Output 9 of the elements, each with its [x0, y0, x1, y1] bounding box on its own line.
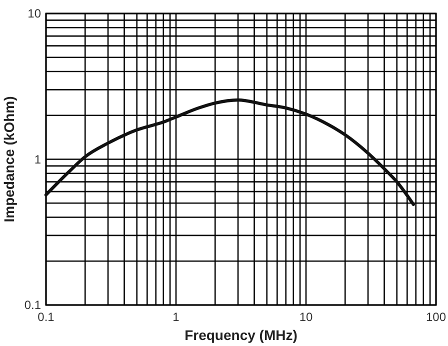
x-axis-title: Frequency (MHz)	[184, 327, 298, 343]
y-tick-label: 10	[28, 6, 42, 20]
x-tick-label: 100	[426, 310, 446, 324]
y-axis-title: Impedance (kOhm)	[1, 96, 17, 222]
y-tick-label: 1	[34, 152, 42, 166]
x-tick-label: 10	[299, 310, 313, 324]
x-tick-label: 1	[172, 310, 180, 324]
x-tick-label: 0.1	[38, 310, 55, 324]
y-tick-label: 0.1	[24, 298, 42, 312]
